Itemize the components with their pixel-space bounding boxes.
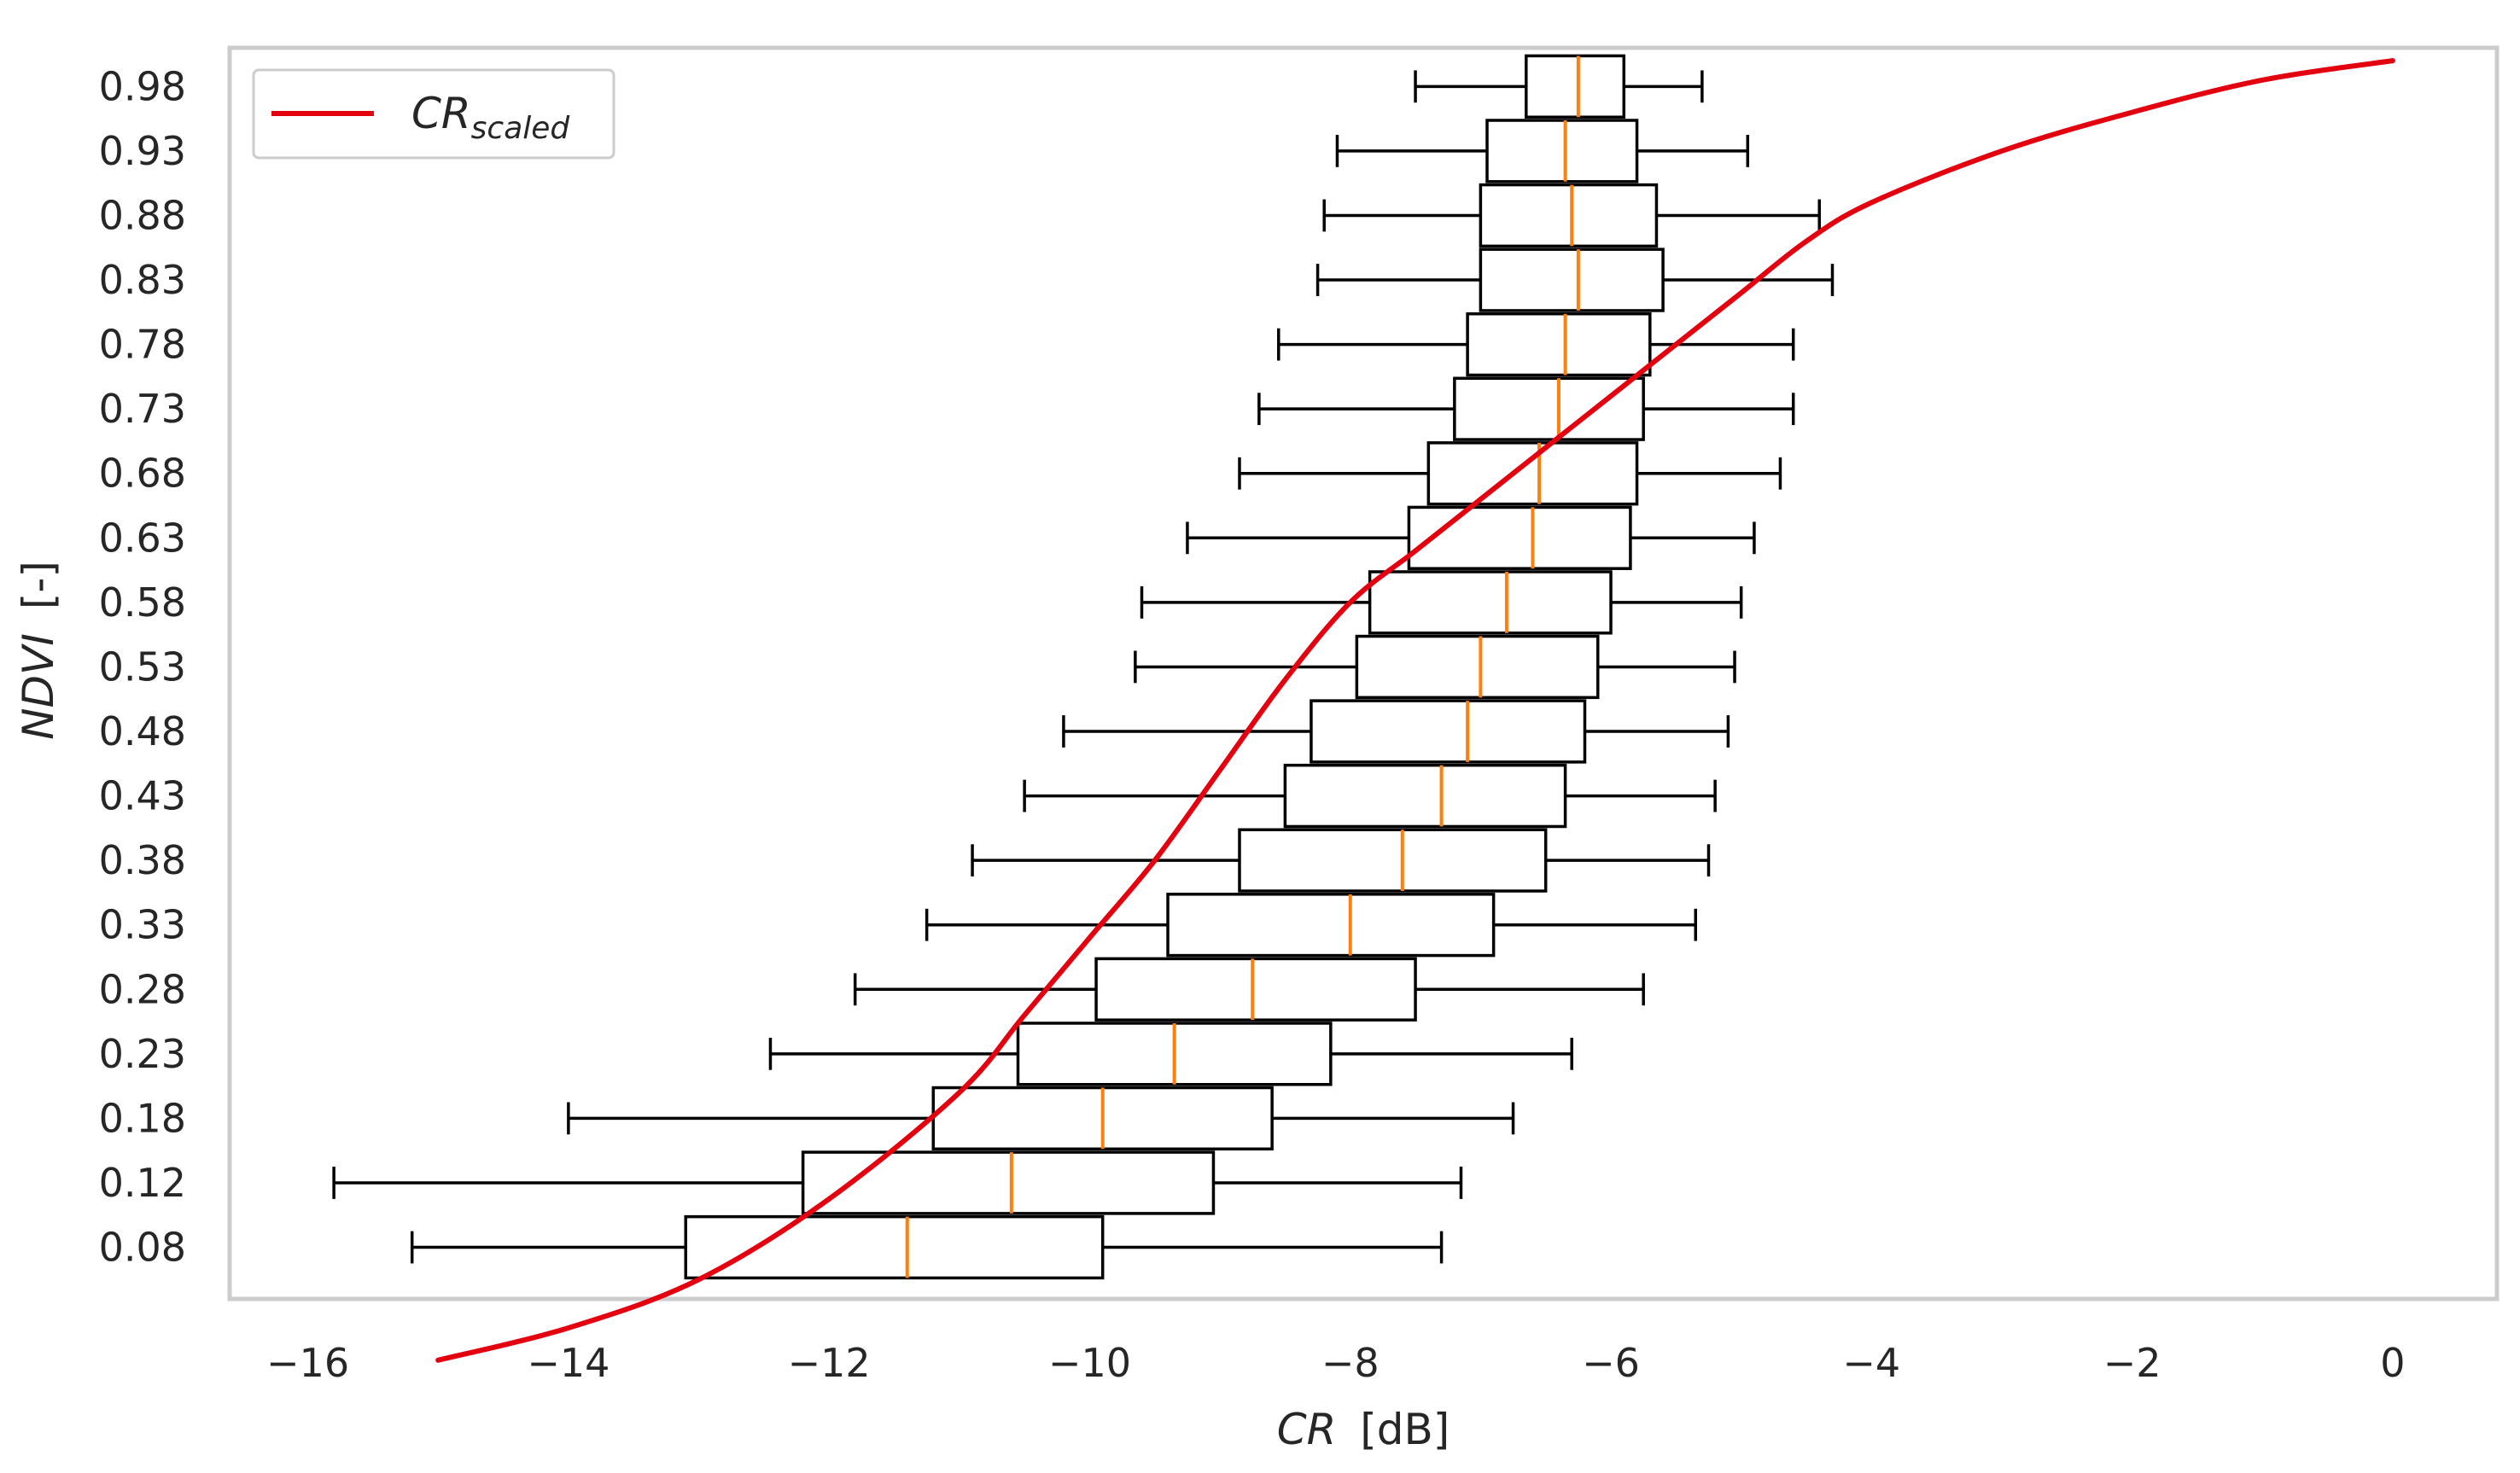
y-tick-label: 0.08 (99, 1225, 186, 1271)
box-0.58 (1140, 570, 1743, 635)
x-axis-label-var: CR (1277, 1405, 1337, 1454)
axis-labels-layer: CR [dB] NDVI [-] (14, 561, 1450, 1454)
x-tick-label: −12 (788, 1340, 871, 1386)
box-0.18 (567, 1086, 1515, 1151)
y-axis-label-var: NDVI (14, 633, 63, 740)
x-axis-label: CR [dB] (1277, 1405, 1450, 1454)
x-tick-label: −14 (527, 1340, 610, 1386)
box-0.68 (1238, 441, 1782, 506)
y-tick-label: 0.12 (99, 1160, 186, 1206)
legend-entry-subscript: scaled (471, 111, 571, 146)
box-iqr (684, 1214, 1105, 1280)
box-0.43 (1023, 763, 1717, 829)
ticks-layer: 0.08 0.12 0.18 0.23 0.28 0.33 0.38 0.43 0.48 0.53… (99, 63, 2406, 1386)
box-0.33 (925, 893, 1697, 958)
x-tick-label: −16 (266, 1340, 349, 1386)
box-0.23 (768, 1022, 1573, 1086)
box-0.12 (332, 1150, 1463, 1215)
x-tick-label: −4 (1842, 1340, 1900, 1386)
y-tick-label: 0.93 (99, 128, 186, 174)
x-tick-label: −8 (1321, 1340, 1380, 1386)
y-tick-label: 0.63 (99, 515, 186, 561)
box-iqr (1407, 505, 1632, 570)
box-iqr (1283, 763, 1567, 829)
box-0.53 (1134, 634, 1736, 700)
box-iqr (1525, 54, 1626, 119)
y-tick-label: 0.88 (99, 192, 186, 238)
x-tick-label: 0 (2380, 1340, 2405, 1386)
box-iqr (1310, 699, 1587, 764)
legend-entry-label: CRscaled (411, 89, 570, 146)
legend: CRscaled (252, 68, 615, 160)
box-iqr (1094, 957, 1417, 1022)
box-0.88 (1322, 183, 1822, 248)
y-tick-label: 0.78 (99, 322, 186, 368)
box-0.78 (1277, 311, 1795, 377)
y-axis-label-unit: [-] (14, 561, 63, 609)
x-tick-label: −6 (1582, 1340, 1640, 1386)
cr-scaled-curve (435, 58, 2395, 1363)
box-0.83 (1315, 247, 1835, 312)
box-iqr (1426, 441, 1639, 506)
y-tick-label: 0.58 (99, 579, 186, 626)
y-tick-label: 0.18 (99, 1095, 186, 1141)
x-axis-label-unit: [dB] (1360, 1405, 1450, 1454)
y-tick-label: 0.68 (99, 451, 186, 497)
boxes-layer (332, 54, 1835, 1280)
box-iqr (1466, 311, 1652, 377)
y-tick-label: 0.33 (99, 902, 186, 948)
curve-layer (435, 58, 2395, 1363)
box-0.08 (410, 1214, 1444, 1280)
box-iqr (801, 1150, 1216, 1215)
y-tick-label: 0.43 (99, 773, 186, 819)
y-tick-label: 0.73 (99, 386, 186, 432)
box-iqr (1368, 570, 1613, 635)
box-iqr (1485, 119, 1639, 183)
box-0.48 (1062, 699, 1730, 764)
box-iqr (1479, 247, 1665, 312)
y-tick-label: 0.83 (99, 257, 186, 303)
box-0.73 (1257, 376, 1795, 441)
box-0.93 (1335, 119, 1750, 183)
y-axis-label: NDVI [-] (14, 561, 63, 740)
y-tick-label: 0.28 (99, 966, 186, 1012)
box-iqr (1479, 183, 1659, 248)
box-0.63 (1186, 505, 1756, 570)
y-tick-label: 0.48 (99, 708, 186, 754)
box-0.38 (971, 828, 1711, 893)
box-iqr (1355, 634, 1600, 700)
plot-frame (227, 45, 2500, 1301)
y-tick-label: 0.53 (99, 643, 186, 690)
box-iqr (1238, 828, 1548, 893)
box-iqr (1453, 376, 1645, 441)
x-tick-label: −10 (1048, 1340, 1131, 1386)
legend-frame (252, 68, 615, 160)
x-tick-label: −2 (2103, 1340, 2161, 1386)
plot-frame-layer (227, 45, 2500, 1301)
box-0.28 (853, 957, 1645, 1022)
box-iqr (1166, 893, 1496, 958)
box-0.98 (1414, 54, 1704, 119)
y-tick-label: 0.98 (99, 63, 186, 109)
y-tick-label: 0.23 (99, 1031, 186, 1077)
legend-entry-name: CR (411, 89, 471, 138)
y-tick-label: 0.38 (99, 837, 186, 883)
